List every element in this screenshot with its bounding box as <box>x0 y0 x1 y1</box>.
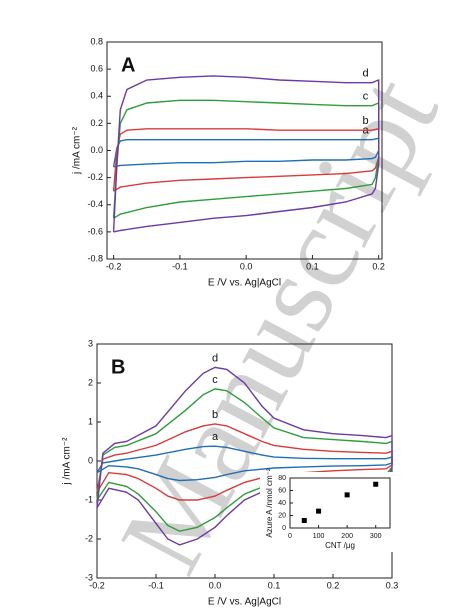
curve-label: b <box>212 409 218 421</box>
x-tick-label: 100 <box>313 533 325 540</box>
x-tick-label: 0.2 <box>372 261 385 271</box>
x-tick-label: 0 <box>288 533 292 540</box>
cv-curve <box>112 75 380 233</box>
x-tick-label: 0.3 <box>386 580 399 590</box>
point <box>373 481 379 487</box>
y-tick-label: -0.8 <box>87 253 103 263</box>
point <box>316 508 322 514</box>
x-tick-label: -0.1 <box>148 580 164 590</box>
curve-label: c <box>363 91 369 103</box>
curve-label: d <box>362 68 368 80</box>
y-tick-label: 20 <box>278 512 286 519</box>
x-tick-label: 0.0 <box>209 580 222 590</box>
point <box>301 518 307 523</box>
y-tick-label: -3 <box>85 572 93 582</box>
x-tick-label: 0.1 <box>268 580 281 590</box>
y-tick-label: -1 <box>85 494 93 504</box>
x-tick-label: -0.2 <box>106 261 122 271</box>
y-tick-label: 0.6 <box>90 64 103 74</box>
y-tick-label: 0.8 <box>90 36 103 46</box>
x-tick-label: 200 <box>341 533 353 540</box>
inset-background <box>260 472 394 552</box>
y-tick-label: 80 <box>278 475 286 482</box>
y-tick-label: -0.6 <box>87 226 103 236</box>
y-tick-label: 2 <box>88 377 93 387</box>
point <box>344 492 350 498</box>
x-tick-label: 0.0 <box>240 261 253 271</box>
x-tick-label: 0.1 <box>306 261 319 271</box>
y-tick-label: -0.4 <box>87 199 103 209</box>
y-tick-label: 0.4 <box>90 91 103 101</box>
x-tick-label: 0.2 <box>327 580 340 590</box>
y-tick-label: 0 <box>282 525 286 532</box>
x-tick-label: 300 <box>370 533 382 540</box>
curve-label: a <box>212 431 219 443</box>
x-axis-title: E /V vs. Ag|AgCl <box>208 597 281 608</box>
y-axis-title: j /mA cm⁻² <box>62 437 73 486</box>
panel-label: A <box>121 54 135 76</box>
x-axis-title: E /V vs. Ag|AgCl <box>208 278 281 289</box>
y-tick-label: 3 <box>88 338 93 348</box>
curve-label: d <box>212 352 218 364</box>
y-tick-label: 60 <box>278 487 286 494</box>
y-tick-label: 1 <box>88 416 93 426</box>
y-tick-label: 0.2 <box>90 118 103 128</box>
y-tick-label: 40 <box>278 500 286 507</box>
curve-label: c <box>212 374 218 386</box>
y-axis-title: Azure A /nmol cm⁻² <box>265 468 274 537</box>
panel-label: B <box>111 356 125 378</box>
curve-label: b <box>362 115 368 127</box>
x-tick-label: -0.1 <box>172 261 188 271</box>
y-axis-title: j /mA cm⁻² <box>72 126 83 175</box>
x-tick-label: -0.2 <box>89 580 105 590</box>
y-tick-label: 0 <box>88 455 93 465</box>
y-tick-label: -2 <box>85 533 93 543</box>
cv-curve <box>96 366 393 546</box>
x-axis-title: CNT /μg <box>325 541 355 550</box>
y-tick-label: 0.0 <box>90 145 103 155</box>
y-tick-label: -0.2 <box>87 172 103 182</box>
